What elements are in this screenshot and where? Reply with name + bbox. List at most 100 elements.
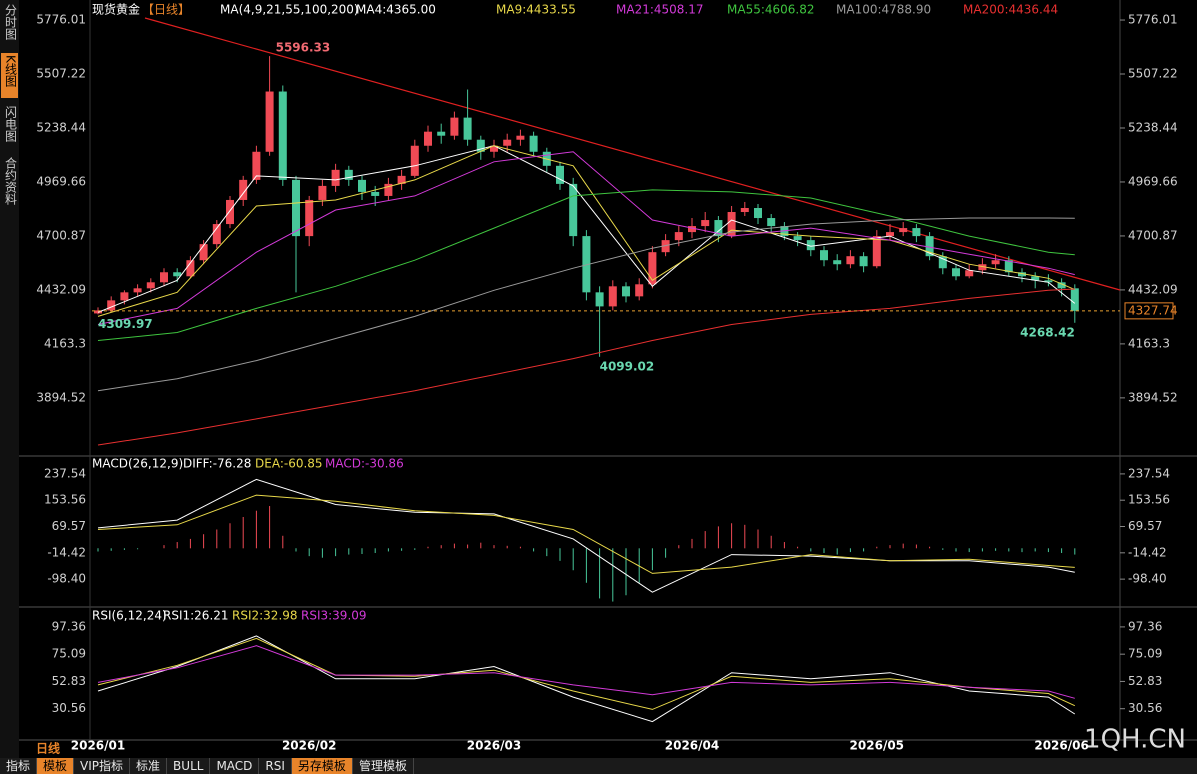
candle-body <box>410 145 419 176</box>
candle-body <box>569 183 578 237</box>
y-tick-label: 75.09 <box>52 647 86 661</box>
candle-body <box>952 268 960 277</box>
bottom-tab[interactable]: VIP指标 <box>74 758 131 774</box>
ma-line <box>97 217 1075 392</box>
rsi-line <box>97 637 1076 710</box>
period: 【日线】 <box>142 3 190 17</box>
y-tick-label: 3894.52 <box>36 390 86 404</box>
ma-line <box>97 145 1075 317</box>
candle-body <box>265 91 274 152</box>
candle-body <box>727 212 736 237</box>
y-tick-label: 30.56 <box>1128 701 1162 715</box>
y-tick-label: 5507.22 <box>1128 67 1178 81</box>
rsi-line <box>97 635 1076 723</box>
side-tab-bg <box>1 53 18 98</box>
legend-entry: RSI2:32.98 <box>232 609 298 623</box>
candle-body <box>278 91 287 180</box>
candle-body <box>1004 260 1013 273</box>
candle-body <box>556 165 564 184</box>
macd-hist-label: MACD:-30.86 <box>325 457 404 471</box>
candle-body <box>714 220 723 237</box>
candle-body <box>978 264 987 271</box>
legend-entry: RSI1:26.21 <box>163 609 229 623</box>
candle-body <box>674 232 683 241</box>
price-annotation: 4099.02 <box>600 359 655 373</box>
bottom-tab[interactable]: 标准 <box>130 758 168 774</box>
candle-body <box>424 131 432 146</box>
y-tick-label: 237.54 <box>1128 466 1170 480</box>
bottom-tab[interactable]: RSI <box>259 758 292 774</box>
legend-entry: MA200:4436.44 <box>963 3 1058 17</box>
y-tick-label: 97.36 <box>52 619 86 633</box>
side-tab[interactable]: 分时图 <box>4 4 18 40</box>
candle-body <box>899 228 908 233</box>
candle-body <box>859 256 868 267</box>
x-tick-label: 2026/02 <box>282 739 336 753</box>
candle-body <box>701 220 710 227</box>
bottom-tab[interactable]: BULL <box>167 758 211 774</box>
y-tick-label: 4700.87 <box>1128 228 1178 242</box>
y-tick-label: 4163.3 <box>44 336 86 350</box>
candle-body <box>529 135 538 152</box>
y-tick-label: 5507.22 <box>36 67 86 81</box>
bottom-tab[interactable]: 另存模板 <box>291 758 353 774</box>
candle-body <box>173 272 182 277</box>
price-annotation: 4268.42 <box>1020 325 1075 339</box>
y-tick-label: -14.42 <box>47 545 86 559</box>
macd-line <box>97 494 1075 574</box>
candle-body <box>107 300 116 311</box>
y-tick-label: -98.40 <box>47 572 86 586</box>
candle-body <box>886 232 894 237</box>
side-tab[interactable]: 合约资料 <box>4 156 18 205</box>
candle-body <box>648 252 657 285</box>
y-tick-label: 5776.01 <box>1128 13 1178 27</box>
side-tab[interactable]: K线图 <box>4 55 18 87</box>
price-annotation: 5596.33 <box>276 41 331 55</box>
candle-body <box>833 260 842 265</box>
bottom-tab[interactable]: 模板 <box>37 758 75 774</box>
legend-entry: MA21:4508.17 <box>616 3 704 17</box>
rsi-line <box>97 645 1075 699</box>
side-tab[interactable]: 闪电图 <box>4 106 18 142</box>
candle-body <box>754 207 762 219</box>
bottom-tab[interactable]: MACD <box>210 758 260 774</box>
y-tick-label: 237.54 <box>44 466 86 480</box>
y-tick-label: 153.56 <box>1128 493 1170 507</box>
candle-body <box>371 191 380 196</box>
candle-body <box>1044 280 1053 283</box>
candle-body <box>938 256 947 269</box>
rsi-title: RSI(6,12,24) <box>92 609 167 623</box>
candle-body <box>846 256 855 265</box>
candle-body <box>344 169 353 180</box>
legend-entry: MA4:4365.00 <box>356 3 436 17</box>
y-tick-label: 4969.66 <box>36 174 86 188</box>
candle-body <box>516 135 525 140</box>
ma-line <box>97 151 1075 325</box>
candle-body <box>872 236 881 267</box>
candle-body <box>490 145 498 152</box>
candle-body <box>146 282 155 289</box>
candle-body <box>450 117 459 136</box>
ma-line <box>97 189 1075 341</box>
legend-entry: MA9:4433.55 <box>496 3 576 17</box>
legend-entry: RSI3:39.09 <box>301 609 367 623</box>
y-tick-label: 5238.44 <box>36 120 86 134</box>
y-tick-label: 75.09 <box>1128 647 1162 661</box>
y-tick-label: 153.56 <box>44 493 86 507</box>
bottom-tab[interactable]: 管理模板 <box>353 758 414 774</box>
candle-body <box>688 226 696 233</box>
candle-body <box>912 228 921 237</box>
candle-body <box>1057 282 1066 289</box>
candle-body <box>476 139 485 152</box>
candle-body <box>820 250 828 261</box>
candle-body <box>740 207 749 213</box>
y-tick-label: 4969.66 <box>1128 174 1178 188</box>
candle-body <box>397 175 406 184</box>
bottom-tab[interactable]: 指标 <box>0 758 38 774</box>
candle-body <box>767 218 776 227</box>
y-tick-label: 30.56 <box>52 701 86 715</box>
y-tick-label: 5776.01 <box>36 13 86 27</box>
candle-body <box>252 151 261 180</box>
y-tick-label: 69.57 <box>1128 519 1162 533</box>
candle-body <box>133 288 142 293</box>
